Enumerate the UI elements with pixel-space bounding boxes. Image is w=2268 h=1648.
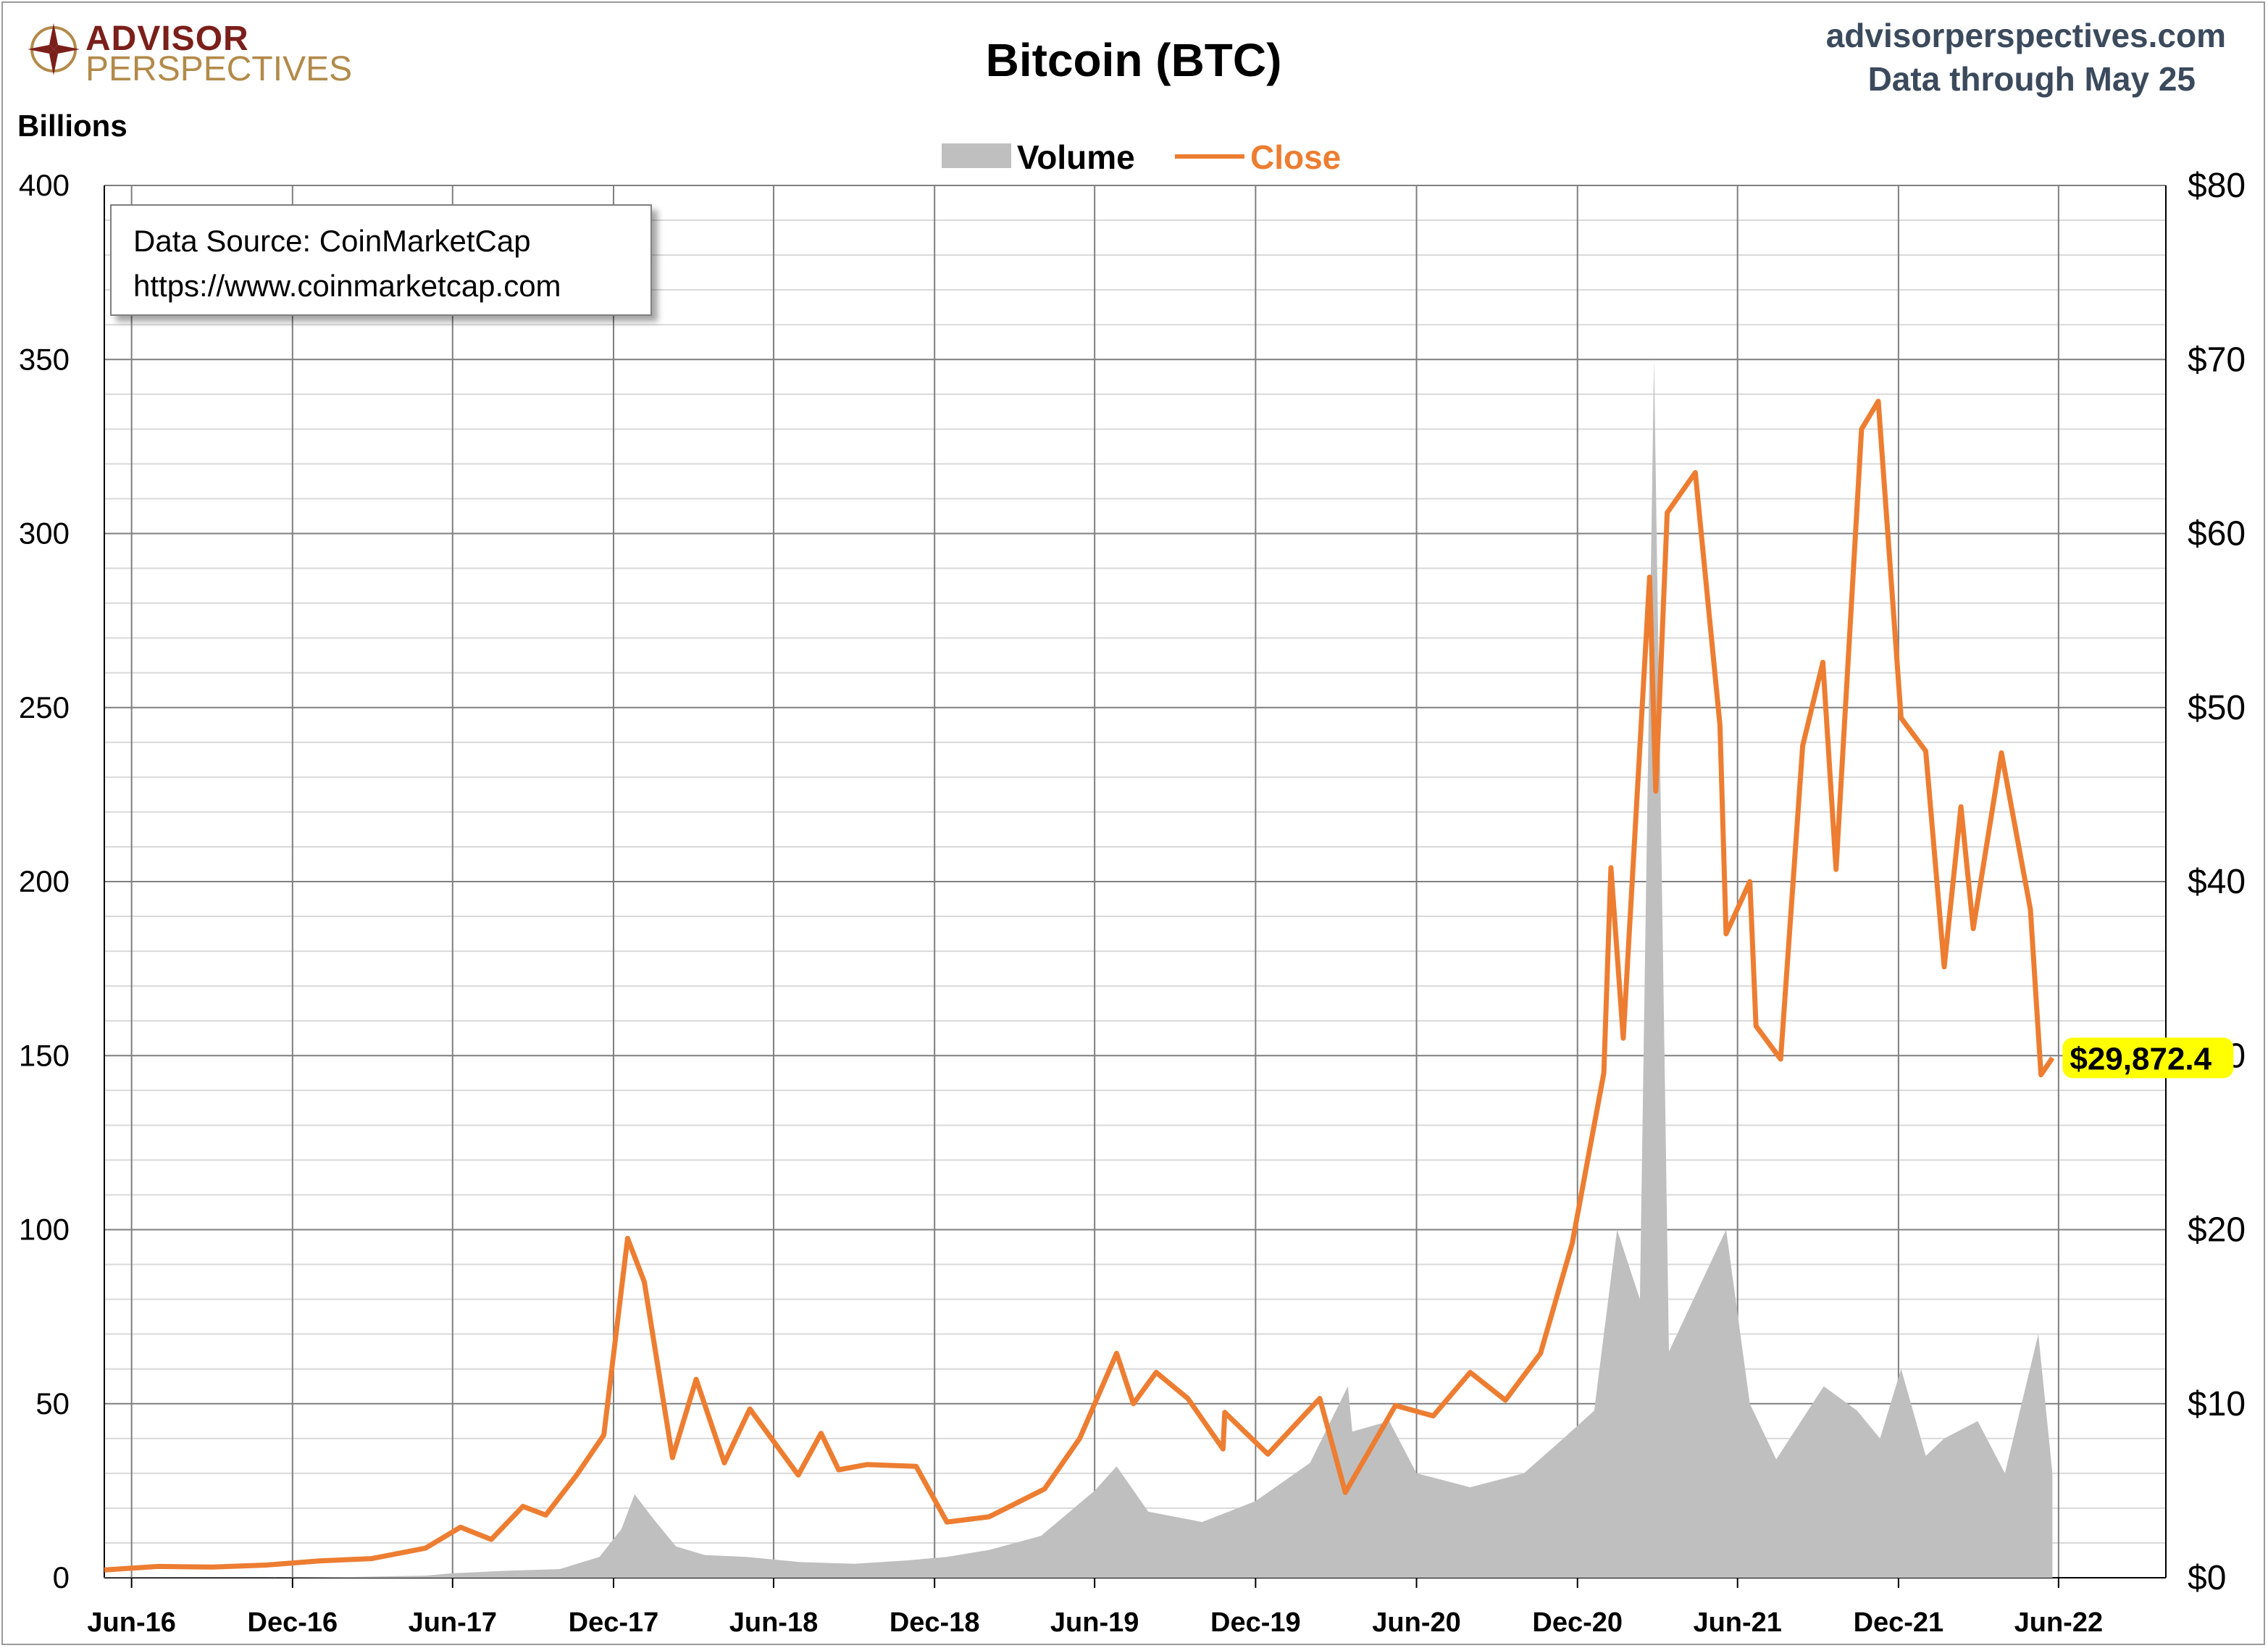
x-tick-label: Jun-17: [409, 1607, 497, 1638]
left-tick-label: 150: [19, 1038, 70, 1072]
x-tick-label: Dec-19: [1210, 1607, 1301, 1638]
x-tick-label: Dec-18: [890, 1607, 980, 1638]
right-tick-label: $10: [2188, 1385, 2246, 1423]
legend-close-label: Close: [1250, 138, 1342, 176]
right-tick-label: $80: [2188, 167, 2246, 205]
left-tick-label: 100: [19, 1213, 70, 1247]
left-tick-label: 400: [19, 168, 70, 202]
x-tick-label: Jun-18: [729, 1607, 818, 1638]
right-tick-label: $50: [2188, 689, 2246, 727]
x-tick-label: Jun-20: [1372, 1607, 1460, 1638]
left-tick-label: 200: [19, 864, 70, 898]
advisor-perspectives-logo: ADVISOR PERSPECTIVES: [26, 19, 352, 88]
legend-volume-swatch: [942, 143, 1011, 168]
x-tick-label: Dec-16: [248, 1607, 338, 1638]
site-name: advisorperspectives.com: [1825, 17, 2226, 54]
left-axis-unit-label: Billions: [17, 109, 127, 143]
left-tick-label: 250: [19, 690, 70, 724]
legend-close-swatch: [1175, 154, 1244, 159]
last-close-value-label: $29,872.4: [2070, 1041, 2211, 1076]
logo-text-advisor: ADVISOR: [85, 20, 249, 58]
x-tick-label: Jun-22: [2014, 1607, 2103, 1638]
right-tick-label: $40: [2188, 863, 2246, 901]
x-tick-label: Jun-21: [1693, 1607, 1781, 1638]
right-tick-label: $20: [2188, 1211, 2246, 1250]
x-tick-label: Dec-20: [1532, 1607, 1623, 1638]
x-tick-label: Jun-16: [87, 1607, 175, 1638]
chart-title: Bitcoin (BTC): [985, 34, 1282, 86]
right-tick-label: $60: [2188, 515, 2246, 553]
data-through-note: Data through May 25: [1867, 60, 2196, 98]
volume-area: [104, 359, 2053, 1578]
compass-rose-icon: [28, 23, 80, 75]
x-tick-label: Jun-19: [1050, 1607, 1139, 1638]
x-tick-label: Dec-21: [1854, 1607, 1944, 1638]
right-tick-label: $70: [2188, 340, 2246, 379]
data-source-url: https://www.coinmarketcap.com: [133, 269, 561, 303]
x-tick-label: Dec-17: [569, 1607, 659, 1638]
left-tick-label: 50: [35, 1386, 70, 1421]
left-tick-label: 300: [19, 516, 70, 551]
data-source-line: Data Source: CoinMarketCap: [133, 224, 531, 258]
left-tick-label: 350: [19, 342, 70, 376]
data-source-box: Data Source: CoinMarketCap https://www.c…: [110, 204, 652, 316]
right-tick-label: $0: [2188, 1559, 2226, 1597]
last-value-highlight: [2062, 1037, 2234, 1079]
legend-volume-label: Volume: [1017, 138, 1135, 176]
left-tick-label: 0: [53, 1560, 70, 1594]
logo-text-perspectives: PERSPECTIVES: [85, 50, 353, 88]
